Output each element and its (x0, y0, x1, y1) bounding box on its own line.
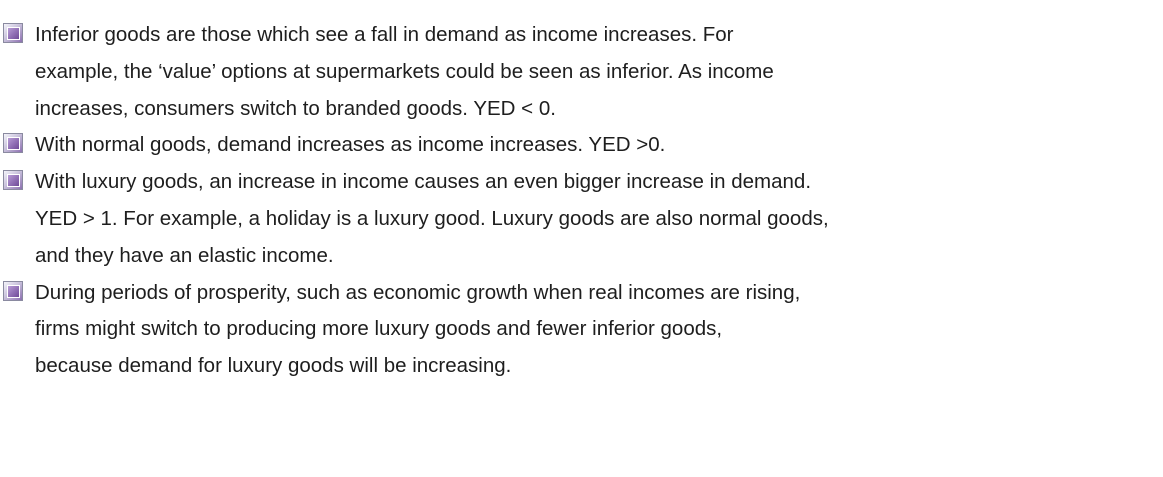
bullet-icon (3, 133, 23, 154)
text-line: With luxury goods, an increase in income… (35, 170, 812, 194)
text-line: During periods of prosperity, such as ec… (35, 280, 801, 304)
text-line: increases, consumers switch to branded g… (35, 96, 556, 120)
bullet-icon (3, 23, 23, 43)
text-line: firms might switch to producing more lux… (35, 317, 723, 341)
text-line: With normal goods, demand increases as i… (35, 133, 666, 157)
text-line: example, the ‘value’ options at supermar… (35, 59, 774, 83)
text-line: YED > 1. For example, a holiday is a lux… (35, 206, 829, 230)
bullet-item: Inferior goods are those which see a fal… (0, 17, 829, 127)
bullet-icon (3, 280, 23, 301)
text-line: because demand for luxury goods will be … (35, 354, 512, 378)
bullet-icon (3, 170, 23, 191)
text-line: Inferior goods are those which see a fal… (35, 23, 734, 46)
bullet-list: Inferior goods are those which see a fal… (0, 17, 829, 385)
bullet-item: With luxury goods, an increase in income… (0, 164, 829, 274)
text-line: and they have an elastic income. (35, 243, 334, 267)
bullet-item: With normal goods, demand increases as i… (0, 127, 829, 164)
bullet-item: During periods of prosperity, such as ec… (0, 275, 829, 385)
